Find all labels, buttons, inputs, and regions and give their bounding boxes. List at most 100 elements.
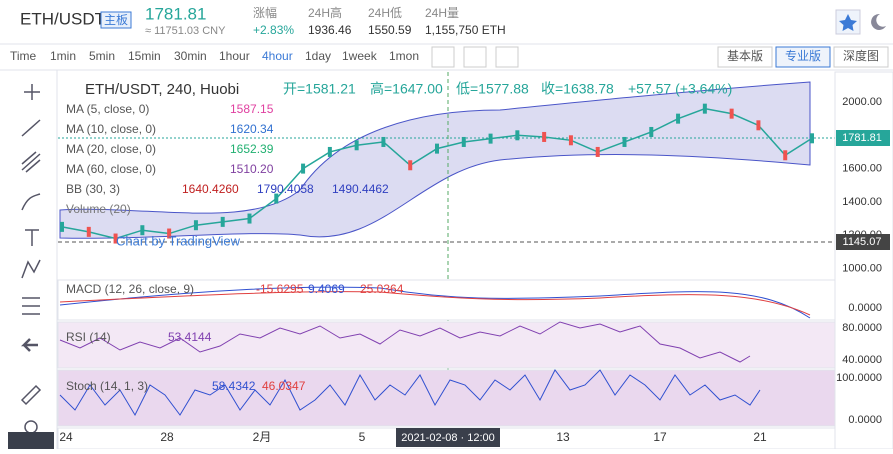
candle — [274, 193, 279, 204]
icon-btn[interactable] — [495, 46, 519, 68]
candle — [327, 146, 332, 157]
brush-tool[interactable] — [21, 193, 41, 211]
back-tool[interactable] — [20, 338, 38, 352]
macd-panel — [57, 279, 836, 321]
stoch-name: Stoch (14, 1, 3) — [66, 379, 148, 393]
bb-value: 1490.4462 — [332, 182, 389, 196]
candle — [649, 126, 654, 137]
time-label: 13 — [556, 430, 570, 444]
macd-name: MACD (12, 26, close, 9) — [66, 282, 194, 296]
rsi-axis: 40.0000 — [842, 354, 882, 366]
stoch-value: 46.0347 — [262, 379, 306, 393]
candle — [140, 225, 145, 236]
macd-value: 25.0364 — [360, 282, 404, 296]
stoch-axis: 100.0000 — [836, 372, 882, 384]
interval[interactable]: 15min — [128, 49, 161, 63]
rsi-name: RSI (14) — [66, 330, 111, 344]
pair: ETH/USDT — [20, 9, 105, 28]
indicator-name: MA (5, close, 0) — [66, 102, 149, 116]
time-label: 17 — [653, 430, 667, 444]
volume-name: Volume (20) — [66, 202, 131, 216]
rsi-axis: 80.0000 — [842, 322, 882, 334]
price-label: 1400.00 — [842, 196, 882, 208]
ruler-tool[interactable] — [20, 384, 42, 406]
star — [839, 14, 857, 31]
interval[interactable]: 1week — [342, 49, 378, 63]
legend-high: 高=1647.00 — [370, 81, 443, 97]
interval[interactable]: 30min — [174, 49, 207, 63]
star-btn[interactable] — [835, 9, 861, 35]
candle — [676, 113, 681, 124]
candle — [167, 228, 172, 239]
stat-value: 1550.59 — [368, 23, 412, 37]
candle — [220, 216, 225, 227]
current-tag: 1781.81 — [842, 132, 882, 144]
candle — [301, 163, 306, 174]
moon[interactable] — [871, 13, 886, 30]
cross-tool[interactable] — [24, 84, 40, 100]
interval[interactable]: Time — [10, 49, 37, 63]
indicator-value: 1587.15 — [230, 102, 274, 116]
bb-value: 1790.4058 — [257, 182, 314, 196]
view-btn[interactable] — [775, 46, 831, 68]
text-tool[interactable] — [25, 229, 39, 246]
candle — [60, 221, 64, 232]
interval[interactable]: 1day — [305, 49, 331, 63]
stoch-value: 58.4342 — [212, 379, 256, 393]
interval[interactable]: 1hour — [219, 49, 250, 63]
candle — [756, 120, 761, 131]
rsi-panel — [57, 321, 836, 369]
legend-symbol: ETH/USDT, 240, Huobi — [85, 81, 239, 98]
macd-value: -15.6295 — [256, 282, 304, 296]
stat-value: +2.83% — [253, 23, 294, 37]
stat-value: 1,155,750 ETH — [425, 23, 506, 37]
price-label: 2000.00 — [842, 96, 882, 108]
legend-open: 开=1581.21 — [283, 81, 356, 97]
stat-label: 24H量 — [425, 6, 459, 20]
view-btn[interactable] — [833, 46, 889, 68]
fib-tool[interactable] — [21, 151, 41, 173]
candle — [702, 103, 707, 114]
candle — [247, 213, 252, 224]
view-label: 专业版 — [785, 48, 821, 63]
interval[interactable]: 1min — [50, 49, 76, 63]
icon-btn[interactable] — [463, 46, 487, 68]
tools — [20, 84, 42, 434]
interval[interactable]: 5min — [89, 49, 115, 63]
bb-name: BB (30, 3) — [66, 182, 120, 196]
rsi-line — [59, 321, 751, 363]
candle — [515, 130, 520, 141]
legend-close: 收=1638.78 — [541, 81, 614, 97]
candle — [461, 136, 466, 147]
candle — [542, 131, 547, 142]
icon-btn[interactable] — [431, 46, 455, 68]
time-label: 28 — [160, 430, 174, 444]
line-tool[interactable] — [21, 119, 41, 137]
candle — [568, 135, 573, 146]
stat-label: 涨幅 — [253, 5, 277, 20]
indicator-value: 1620.34 — [230, 122, 274, 136]
stat-value: 1936.46 — [308, 23, 352, 37]
view-btn[interactable] — [717, 46, 773, 68]
stoch-axis: 0.0000 — [848, 414, 882, 426]
interval[interactable]: 1mon — [389, 49, 419, 63]
stoch-panel — [57, 369, 836, 427]
candle — [729, 108, 734, 119]
time-label: 2月 — [253, 430, 272, 444]
measure-tool[interactable] — [22, 297, 40, 315]
candle — [86, 226, 91, 237]
interval[interactable]: 4hour — [262, 49, 293, 63]
price: 1781.81 — [145, 4, 206, 23]
cursor-tag: 2021-02-08 · 12:00 — [401, 432, 495, 444]
candle — [354, 140, 359, 151]
view-label: 基本版 — [727, 49, 763, 63]
time-label: 21 — [753, 430, 767, 444]
collapse[interactable] — [8, 432, 54, 449]
pattern-tool[interactable] — [21, 259, 41, 279]
stat-label: 24H低 — [368, 6, 402, 20]
candle — [435, 143, 439, 154]
candle — [408, 160, 413, 171]
macd-axis: 0.0000 — [848, 302, 882, 314]
